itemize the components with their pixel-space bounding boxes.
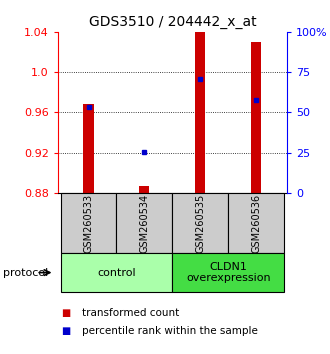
Bar [228, 193, 284, 253]
Title: GDS3510 / 204442_x_at: GDS3510 / 204442_x_at [89, 16, 256, 29]
Text: GSM260534: GSM260534 [140, 193, 149, 253]
Bar [60, 253, 173, 292]
Text: GSM260533: GSM260533 [83, 193, 93, 253]
Text: GSM260535: GSM260535 [195, 193, 205, 253]
Text: ■: ■ [61, 326, 70, 336]
Bar [139, 186, 149, 193]
Bar [251, 42, 261, 193]
Text: ■: ■ [61, 308, 70, 318]
Bar [116, 193, 173, 253]
Bar [173, 253, 284, 292]
Text: transformed count: transformed count [82, 308, 180, 318]
Text: protocol: protocol [3, 268, 49, 278]
Bar [60, 193, 116, 253]
Text: control: control [97, 268, 136, 278]
Text: GSM260536: GSM260536 [251, 193, 261, 253]
Bar [83, 104, 93, 193]
Text: percentile rank within the sample: percentile rank within the sample [82, 326, 258, 336]
Bar [173, 193, 228, 253]
Text: CLDN1
overexpression: CLDN1 overexpression [186, 262, 271, 284]
Bar [195, 32, 206, 193]
